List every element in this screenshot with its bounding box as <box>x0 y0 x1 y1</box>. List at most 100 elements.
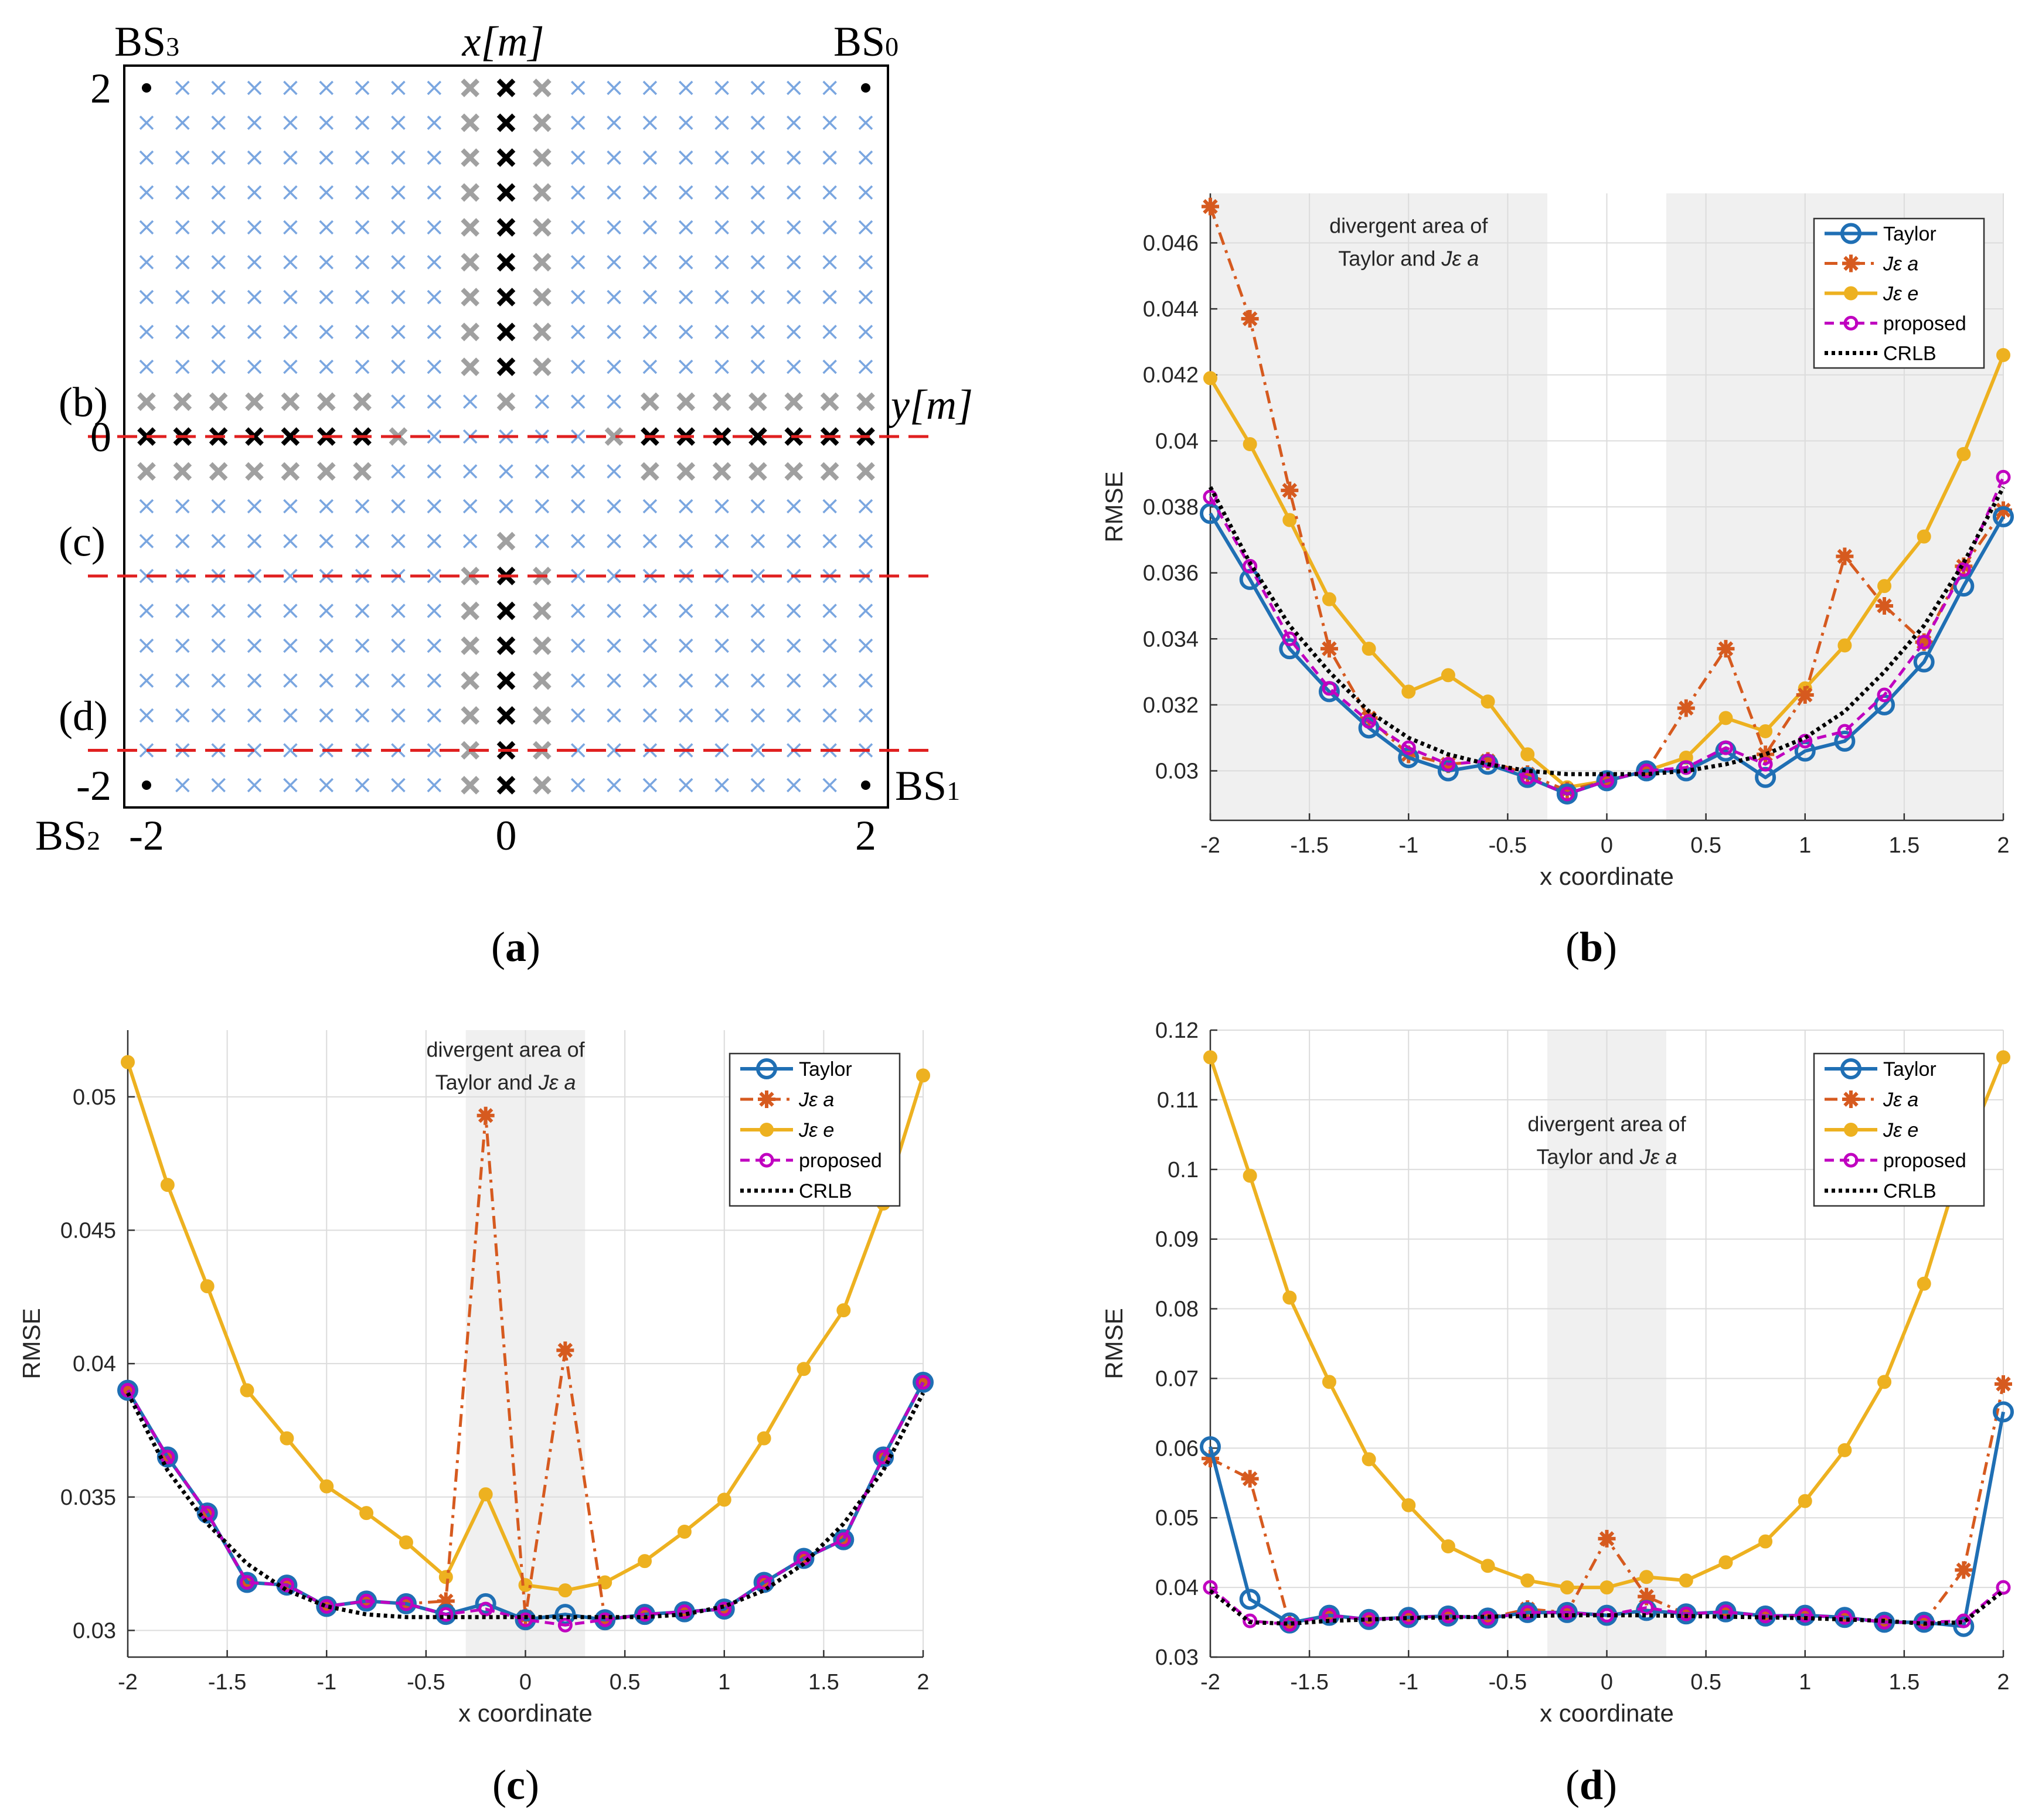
grid-point-mark <box>319 255 333 270</box>
grid-point-mark <box>427 604 442 618</box>
grid-point-mark <box>139 185 154 200</box>
grid-point-mark <box>427 464 442 479</box>
grid-point-mark <box>570 638 586 653</box>
jee-marker <box>1441 1539 1455 1553</box>
grid-point-mark <box>391 359 406 374</box>
grid-point-mark <box>750 568 765 584</box>
grid-point-mark <box>642 80 658 96</box>
grid-point-mark <box>679 80 693 96</box>
grid-point-mark <box>283 778 298 793</box>
grid-point-mark <box>319 604 333 618</box>
proposed-marker <box>1956 1613 1971 1628</box>
jee-marker <box>638 1554 652 1569</box>
grid-point-mark <box>175 499 190 514</box>
grid-point-mark <box>211 673 226 688</box>
proposed-marker <box>319 1599 334 1614</box>
grid-point-mark <box>319 708 333 723</box>
grid-point-mark <box>391 394 406 409</box>
grid-point-mark <box>750 289 765 305</box>
grid-point-mark <box>858 150 873 165</box>
y-tick-label: 0.03 <box>73 1618 116 1643</box>
grid-point-mark <box>533 253 552 272</box>
y-tick-label: 0 <box>90 414 111 461</box>
grid-point-mark <box>355 115 370 130</box>
taylor-marker <box>1675 1603 1697 1625</box>
grid-point-mark <box>391 115 406 130</box>
grid-point-mark <box>391 80 406 96</box>
proposed-marker <box>557 1617 573 1632</box>
grid-point-mark <box>355 289 370 305</box>
series-line <box>1209 206 2005 792</box>
y-axis-label: RMSE <box>1100 471 1128 542</box>
jea-marker <box>1836 547 1854 565</box>
grid-point-mark <box>211 150 226 165</box>
grid-point-mark <box>319 638 333 653</box>
grid-point-mark <box>714 604 729 618</box>
grid-point-mark <box>283 638 298 653</box>
jea-marker <box>1558 782 1576 800</box>
grid-point-mark <box>355 359 370 374</box>
base-station-label: BS1 <box>895 762 960 809</box>
grid-point-mark <box>355 673 370 688</box>
jee-marker <box>1877 1375 1892 1389</box>
grid-point-mark <box>714 359 729 374</box>
y-tick-label: 0.034 <box>1143 627 1199 652</box>
taylor-marker <box>1993 1401 2014 1423</box>
grid-point-mark <box>787 255 801 270</box>
proposed-marker <box>279 1577 294 1593</box>
grid-point-mark <box>679 150 693 165</box>
jee-marker <box>1243 1168 1257 1183</box>
grid-point-mark <box>712 462 731 481</box>
annotation-text: Taylor and <box>435 1071 539 1095</box>
annotation-text: Taylor and <box>1338 247 1441 271</box>
legend-label: CRLB <box>799 1180 852 1202</box>
grid-point-mark <box>247 325 262 339</box>
grid-point-mark <box>319 534 333 548</box>
grid-point-mark <box>750 604 765 618</box>
legend-label: Jε e <box>798 1119 834 1141</box>
y-axis-label: y[m] <box>887 381 973 428</box>
proposed-marker <box>1758 756 1773 772</box>
panel-d-caption: (d) <box>1565 1761 1617 1808</box>
grid-point-mark <box>787 708 801 723</box>
grid-point-mark <box>175 604 190 618</box>
jee-marker <box>1798 1494 1812 1508</box>
grid-point-mark <box>607 394 621 409</box>
grid-point-mark <box>283 534 298 548</box>
grid-point-mark <box>461 113 479 132</box>
jee-marker <box>1917 1276 1931 1291</box>
grid-point-mark <box>175 289 190 305</box>
grid-point-mark <box>642 150 658 165</box>
panel-a-caption: (a) <box>491 923 540 970</box>
x-tick-label: 0 <box>519 1670 532 1695</box>
grid-point-mark <box>607 325 621 339</box>
annotation-line-1: divergent area of <box>426 1038 585 1062</box>
legend-label: CRLB <box>1883 343 1937 365</box>
grid-point-mark <box>858 638 873 653</box>
jee-marker <box>558 1583 573 1598</box>
jea-marker <box>1995 1375 2012 1393</box>
grid-point-mark <box>533 776 552 795</box>
grid-point-mark <box>173 392 192 411</box>
grid-point-mark <box>211 534 226 548</box>
y-tick-label: -2 <box>76 762 111 809</box>
jee-marker <box>280 1431 294 1446</box>
grid-point-mark <box>858 499 873 514</box>
jee-marker <box>1362 1452 1376 1467</box>
grid-point-mark <box>247 255 262 270</box>
grid-point-mark <box>247 499 262 514</box>
grid-point-mark <box>139 359 154 374</box>
jee-marker <box>1758 724 1773 738</box>
grid-point-mark <box>607 80 621 96</box>
grid-point-mark <box>496 218 516 237</box>
grid-point-mark <box>787 778 801 793</box>
taylor-marker <box>1358 717 1380 739</box>
grid-point-mark <box>496 113 516 132</box>
grid-point-mark <box>355 325 370 339</box>
grid-point-mark <box>679 115 693 130</box>
series-crlb <box>125 1392 925 1620</box>
proposed-marker <box>1520 1605 1535 1620</box>
taylor-marker <box>117 1379 138 1401</box>
x-tick-label: -1.5 <box>1290 833 1328 858</box>
